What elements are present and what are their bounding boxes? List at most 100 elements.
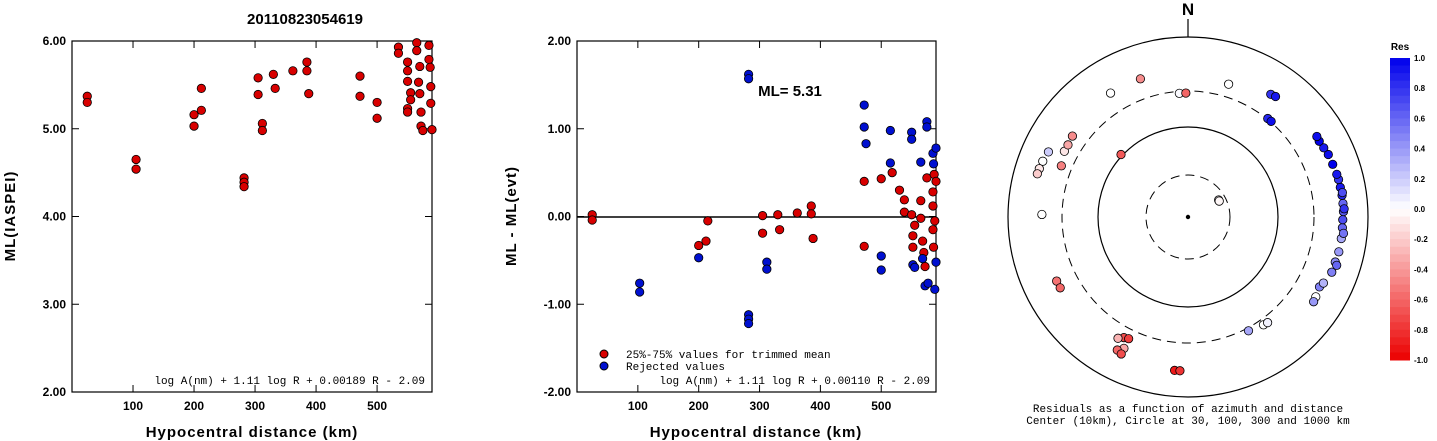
x-tick-label: 100: [123, 399, 143, 413]
data-point: [426, 98, 436, 108]
y-tick-label: -1.00: [544, 297, 572, 311]
colorbar-swatch: [1390, 103, 1410, 112]
rejected-point: [907, 134, 917, 144]
colorbar-tick-label: -0.8: [1414, 326, 1428, 335]
data-point: [253, 73, 263, 83]
colorbar-swatch: [1390, 171, 1410, 180]
data-point: [402, 76, 413, 86]
station-point: [1318, 278, 1329, 288]
colorbar-swatch: [1390, 329, 1410, 338]
data-point: [694, 240, 704, 251]
data-point: [189, 121, 199, 131]
data-point: [355, 71, 365, 81]
data-point: [82, 97, 92, 108]
colorbar-swatch: [1390, 201, 1410, 210]
colorbar-swatch: [1390, 322, 1410, 331]
station-point: [1113, 333, 1123, 343]
data-point: [304, 89, 314, 99]
data-point: [288, 66, 298, 76]
colorbar-tick-label: -0.4: [1414, 265, 1428, 274]
data-point: [418, 125, 428, 136]
colorbar-swatch: [1390, 224, 1410, 233]
station-point: [1055, 283, 1065, 293]
colorbar-swatch: [1390, 163, 1410, 172]
ring-100km: [1097, 126, 1279, 308]
rejected-point: [928, 159, 939, 169]
rejected-point: [743, 74, 754, 84]
formula-label: log A(nm) + 1.11 log R + 0.00189 R - 2.0…: [154, 376, 425, 388]
data-point: [916, 196, 926, 206]
data-point: [131, 154, 141, 165]
data-point: [806, 209, 816, 219]
data-point: [253, 89, 263, 100]
legend-used-marker: [599, 349, 609, 359]
station-point: [1032, 169, 1042, 179]
ml-annotation: ML= 5.31: [758, 83, 822, 100]
station-point: [1124, 334, 1134, 344]
colorbar: 1.0 0.8 0.6 0.4 0.2 0.0 -0.2 -0.4 -0.6 -0.8 -1.0: [1390, 54, 1428, 365]
station-point: [1327, 267, 1337, 277]
station-point: [1332, 169, 1342, 179]
data-point: [427, 125, 437, 135]
colorbar-title: Res: [1391, 42, 1410, 53]
y-axis-label: ML - ML(evt): [503, 166, 520, 266]
station-point: [1266, 116, 1276, 126]
colorbar-swatch: [1390, 186, 1410, 195]
x-axis-label: Hypocentral distance (km): [146, 424, 359, 441]
data-point: [587, 215, 597, 225]
data-point: [270, 83, 280, 93]
colorbar-tick-label: 0.2: [1414, 175, 1426, 184]
axis-ticks: 100 200 300 400 500 2.00 3.00 4.00 5.00 6.00: [43, 34, 432, 413]
colorbar-swatch: [1390, 110, 1410, 119]
station-point: [1038, 156, 1048, 166]
y-tick-label: 6.00: [43, 34, 67, 48]
rejected-point: [885, 158, 895, 168]
data-point: [302, 66, 312, 76]
data-point: [257, 125, 267, 136]
colorbar-swatch: [1390, 276, 1410, 285]
data-point: [402, 107, 413, 117]
x-tick-label: 400: [810, 399, 830, 413]
colorbar-swatch: [1390, 314, 1410, 323]
colorbar-swatch: [1390, 95, 1410, 104]
station-point: [1175, 366, 1185, 376]
x-tick-label: 200: [689, 399, 709, 413]
data-point: [876, 174, 886, 184]
rejected-point: [762, 264, 772, 274]
center-epicenter: [1185, 214, 1191, 220]
station-point: [1309, 297, 1319, 307]
data-point: [412, 46, 422, 56]
data-point: [910, 220, 920, 230]
data-point: [425, 62, 435, 72]
data-point: [757, 228, 768, 238]
rejected-point: [916, 157, 926, 167]
colorbar-tick-label: 0.8: [1414, 84, 1426, 93]
colorbar-tick-label: -1.0: [1414, 356, 1428, 365]
colorbar-tick-label: 0.0: [1414, 205, 1426, 214]
colorbar-swatch: [1390, 269, 1410, 278]
legend-rejected-marker: [599, 361, 609, 371]
data-point: [424, 54, 434, 65]
north-label: N: [1182, 0, 1194, 19]
station-point: [1214, 196, 1224, 206]
colorbar-swatch: [1390, 216, 1410, 225]
data-point: [930, 216, 940, 226]
station-point: [1056, 161, 1066, 171]
y-tick-label: -2.00: [544, 385, 572, 399]
data-point: [355, 91, 365, 101]
data-point: [918, 236, 928, 246]
colorbar-swatch: [1390, 292, 1410, 301]
data-point: [302, 57, 312, 67]
legend-rejected-label: Rejected values: [626, 362, 725, 374]
station-point: [1037, 209, 1047, 220]
colorbar-swatch: [1390, 156, 1410, 165]
colorbar-swatch: [1390, 65, 1410, 74]
station-point: [1116, 349, 1126, 359]
data-point: [859, 241, 869, 251]
residual-vs-distance-chart: 100 200 300 400 500 -2.00 -1.00 0.00 1.00 2.00 ML…: [503, 34, 941, 441]
data-point: [415, 61, 425, 72]
colorbar-swatch: [1390, 193, 1410, 202]
station-point: [1319, 143, 1329, 153]
x-tick-label: 100: [628, 399, 648, 413]
data-point: [775, 225, 785, 235]
